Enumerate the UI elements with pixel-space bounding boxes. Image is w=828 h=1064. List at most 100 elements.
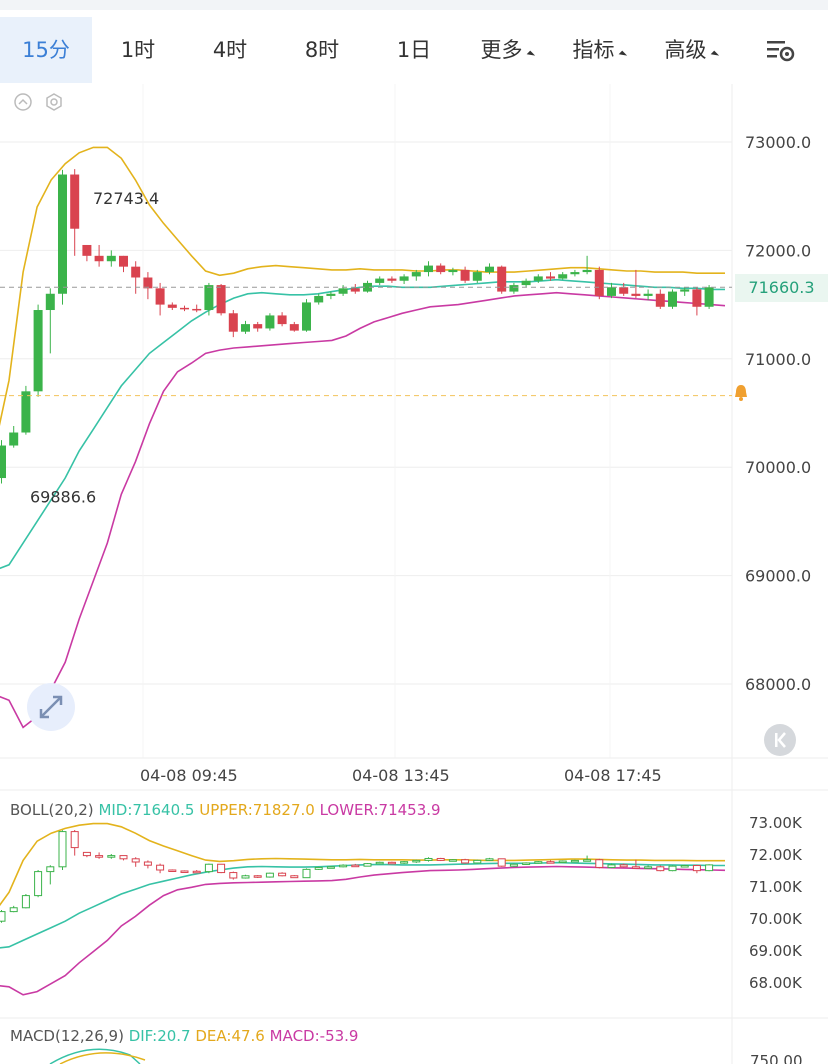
candle-body (668, 291, 677, 307)
tab-1h[interactable]: 1时 (92, 17, 184, 83)
price-axis-label: 71000.0 (745, 350, 811, 369)
candle-body (192, 308, 202, 311)
candle-body (253, 875, 262, 878)
boll-lower-line (0, 291, 726, 729)
candle-body (216, 285, 226, 314)
price-axis-label: 70000.0 (745, 458, 811, 477)
candle-body (619, 287, 629, 294)
time-axis-label: 04-08 09:45 (140, 766, 238, 785)
candle-body (326, 293, 336, 296)
candle-body (570, 859, 579, 863)
candle-body (692, 289, 702, 307)
expand-chart-button[interactable] (27, 683, 75, 731)
candle-body (351, 864, 360, 868)
candle-body (485, 858, 494, 861)
boll-axis-label: 71.00K (749, 878, 803, 896)
candle-body (704, 287, 714, 307)
candle-body (0, 445, 6, 479)
candles-panel (0, 830, 714, 923)
tab-8h[interactable]: 8时 (276, 17, 368, 83)
boll-axis-label: 68.00K (749, 974, 803, 992)
price-axis-labels: 73000.0 72000.0 71000.0 70000.0 69000.0 68000… (745, 133, 811, 694)
boll-name: BOLL(20,2) (10, 801, 94, 819)
candle-body (156, 864, 165, 871)
candle-body (302, 302, 311, 331)
tab-15min[interactable]: 15分 (0, 17, 92, 83)
tab-label: 1时 (120, 38, 156, 62)
boll-mid-line (0, 861, 725, 949)
candle-body (644, 866, 653, 869)
macd-value: MACD:-53.9 (269, 1027, 359, 1045)
candle-body (21, 391, 31, 433)
chart-settings-button[interactable] (765, 37, 797, 65)
candle-body (21, 895, 30, 909)
tab-more[interactable]: 更多 (460, 17, 552, 83)
candle-body (424, 857, 433, 861)
candle-body (82, 851, 91, 857)
boll-upper-line (0, 822, 725, 907)
tab-1d[interactable]: 1日 (368, 17, 460, 83)
candle-body (497, 266, 507, 292)
candle-body (680, 865, 689, 868)
macd-dif-value: DIF:20.7 (128, 1027, 191, 1045)
top-strip (0, 0, 828, 10)
boll-lower-value: LOWER:71453.9 (319, 801, 441, 819)
candle-body (521, 280, 531, 286)
candle-body (290, 875, 299, 879)
candle-body (363, 863, 372, 867)
candle-body (180, 870, 189, 873)
macd-axis-label: 750.00 (750, 1052, 803, 1064)
candle-body (168, 869, 177, 872)
candle-body (94, 255, 104, 262)
expand-icon (39, 695, 63, 719)
collapse-up-icon[interactable] (13, 92, 33, 112)
price-axis-label: 72000.0 (745, 241, 811, 260)
boll-axis-label: 72.00K (749, 846, 803, 864)
tab-label: 4时 (212, 38, 248, 62)
candle-body (95, 855, 104, 858)
candle-body (558, 860, 567, 864)
candle-body (558, 274, 568, 279)
timeframe-tabs: 15分 1时 4时 8时 1日 更多 指标 高级 (0, 17, 828, 83)
candle-body (534, 861, 543, 864)
low-price-label: 69886.6 (30, 487, 96, 506)
candle-body (509, 285, 519, 292)
candle-body (692, 865, 701, 872)
tab-advanced[interactable]: 高级 (644, 17, 736, 83)
candle-body (33, 310, 43, 392)
candle-body (461, 859, 470, 864)
boll-axis-labels: 73.00K 72.00K 71.00K 70.00K 69.00K 68.00K (749, 814, 803, 992)
tab-indicators[interactable]: 指标 (552, 17, 644, 83)
tab-label: 更多 (480, 38, 523, 62)
candle-body (522, 862, 531, 865)
candle-body (436, 265, 446, 273)
candle-body (363, 282, 372, 292)
candle-body (705, 864, 714, 872)
last-price-tag: 71660.3 (735, 274, 828, 302)
candles-main (0, 169, 714, 484)
candle-body (326, 866, 335, 869)
boll-mid-line (0, 278, 725, 570)
candle-body (253, 324, 263, 329)
candle-body (655, 293, 665, 307)
candle-body (448, 859, 457, 862)
macd-dea-value: DEA:47.6 (195, 1027, 265, 1045)
candle-body (302, 868, 311, 879)
scroll-to-latest-button[interactable] (764, 724, 796, 756)
candle-body (594, 269, 604, 296)
candle-body (277, 315, 287, 325)
indicator-settings-icon[interactable] (44, 92, 64, 112)
tab-4h[interactable]: 4时 (184, 17, 276, 83)
candle-body (412, 859, 421, 863)
chart-settings-icon (767, 41, 795, 62)
candle-body (58, 831, 67, 868)
chart-grid (0, 84, 732, 758)
bell-icon[interactable] (735, 385, 747, 401)
candle-body (314, 295, 324, 303)
candle-body (387, 861, 396, 865)
candle-body (399, 276, 409, 281)
candle-body (46, 866, 55, 873)
candle-body (119, 255, 128, 267)
boll-bands-panel (0, 822, 726, 996)
